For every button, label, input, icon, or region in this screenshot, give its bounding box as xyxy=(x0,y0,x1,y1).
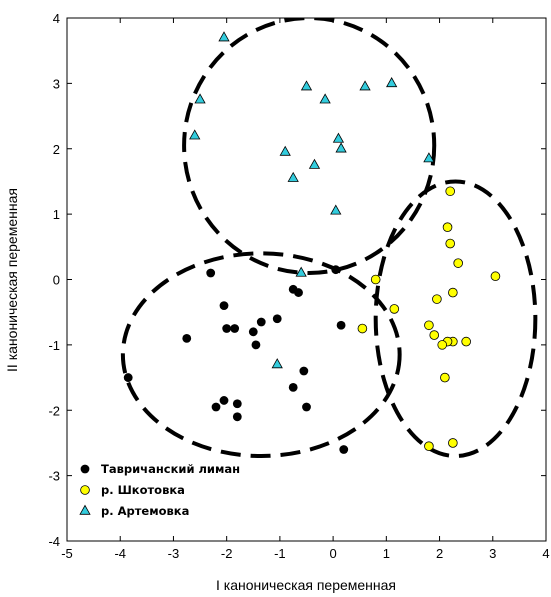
data-point xyxy=(359,80,371,91)
legend-marker xyxy=(80,485,90,495)
y-tick-label: -4 xyxy=(48,534,60,549)
data-point xyxy=(440,372,450,383)
x-tick-label: -3 xyxy=(168,546,180,561)
x-tick-label: -5 xyxy=(61,546,73,561)
legend-marker xyxy=(80,464,90,474)
data-point xyxy=(299,366,309,376)
x-tick-label: 3 xyxy=(489,546,496,561)
y-tick-label: -1 xyxy=(48,338,60,353)
confidence-ellipse xyxy=(373,179,538,459)
data-point xyxy=(330,204,342,215)
y-tick-label: -3 xyxy=(48,469,60,484)
legend-label: Тавричанский лиман xyxy=(101,462,240,476)
data-point xyxy=(423,152,435,163)
y-tick-label: 3 xyxy=(53,76,60,91)
y-tick-label: 2 xyxy=(53,142,60,157)
confidence-ellipse xyxy=(120,251,402,459)
data-point xyxy=(336,320,346,330)
data-point xyxy=(123,373,133,382)
data-point xyxy=(424,320,434,331)
data-point xyxy=(230,324,240,333)
y-tick-label: 4 xyxy=(53,11,60,26)
x-tick-label: 0 xyxy=(329,546,336,561)
data-point xyxy=(453,258,463,268)
y-tick-label: -2 xyxy=(48,403,60,418)
data-point xyxy=(206,268,216,278)
data-point xyxy=(429,330,440,340)
data-point xyxy=(339,445,349,454)
data-point xyxy=(461,336,471,347)
data-point xyxy=(445,238,456,249)
data-point xyxy=(271,358,283,369)
data-point xyxy=(219,301,229,311)
data-point xyxy=(251,340,261,350)
data-point xyxy=(302,402,311,412)
legend-label: р. Шкотовка xyxy=(101,483,185,497)
data-point xyxy=(424,441,434,452)
data-point xyxy=(357,323,368,334)
confidence-ellipse xyxy=(182,18,437,275)
data-point xyxy=(432,294,442,304)
data-point xyxy=(232,412,242,422)
x-tick-label: 1 xyxy=(383,546,390,561)
data-point xyxy=(189,129,201,140)
data-point xyxy=(300,80,313,91)
data-point xyxy=(272,314,282,324)
x-axis-label: I каноническая переменная xyxy=(216,577,396,593)
data-point xyxy=(194,93,206,104)
data-point xyxy=(386,77,398,88)
data-point xyxy=(332,132,345,143)
y-axis-label: II каноническая переменная xyxy=(4,188,20,372)
data-point xyxy=(218,31,230,42)
group-ellipses xyxy=(120,18,538,459)
legend-marker xyxy=(79,504,91,515)
data-point xyxy=(490,271,501,282)
x-tick-label: -2 xyxy=(221,546,233,561)
data-point xyxy=(211,402,221,412)
data-point xyxy=(389,304,400,314)
data-point xyxy=(182,333,192,343)
data-point xyxy=(222,324,232,333)
data-point xyxy=(279,145,291,156)
x-tick-label: -1 xyxy=(274,546,286,561)
data-point xyxy=(219,396,229,405)
y-tick-label: 0 xyxy=(53,273,60,288)
data-point xyxy=(288,382,298,392)
data-point xyxy=(445,186,456,197)
data-point xyxy=(308,158,321,169)
data-point xyxy=(335,142,347,153)
data-point xyxy=(294,288,303,297)
data-point xyxy=(437,340,448,350)
x-tick-label: -4 xyxy=(114,546,126,561)
data-point xyxy=(256,317,266,327)
data-point xyxy=(442,222,453,233)
data-point xyxy=(331,265,341,275)
y-tick-label: 1 xyxy=(53,207,60,222)
data-points xyxy=(123,31,501,454)
x-tick-label: 2 xyxy=(436,546,443,561)
data-point xyxy=(370,274,381,285)
x-tick-label: 4 xyxy=(542,546,549,561)
data-point xyxy=(232,399,242,409)
data-point xyxy=(319,93,331,104)
legend: Тавричанский лиман р. Шкотовка р. Артемовк… xyxy=(79,462,240,518)
data-point xyxy=(295,266,307,277)
data-point xyxy=(448,438,458,448)
data-point xyxy=(248,327,258,337)
data-point xyxy=(448,287,458,298)
data-point xyxy=(287,171,299,182)
legend-label: р. Артемовка xyxy=(101,504,189,518)
